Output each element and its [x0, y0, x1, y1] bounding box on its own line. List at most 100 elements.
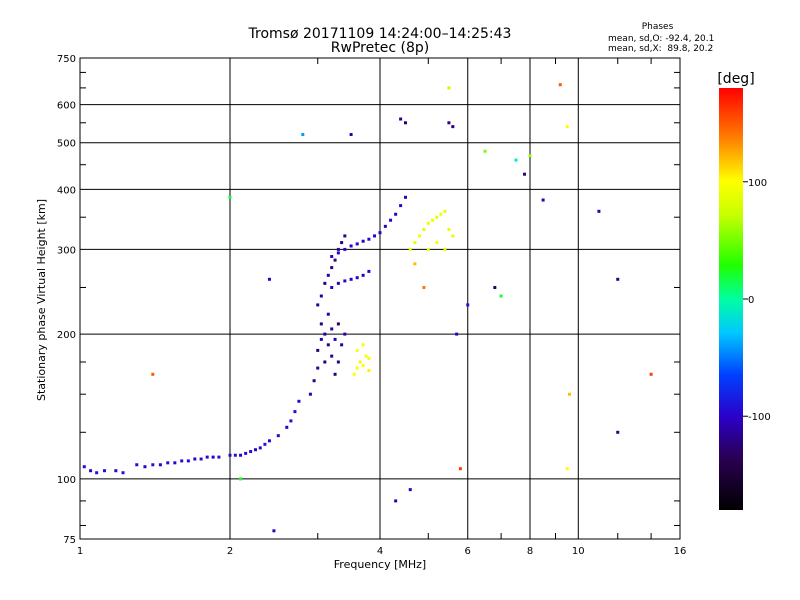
- data-point: [364, 354, 368, 358]
- data-point: [249, 450, 253, 454]
- data-point: [422, 227, 426, 231]
- data-point: [95, 471, 99, 475]
- data-point: [340, 241, 344, 245]
- data-point: [426, 221, 430, 225]
- y-tick-label: 600: [57, 101, 76, 112]
- data-point: [565, 125, 569, 129]
- data-point: [316, 366, 320, 370]
- data-point: [447, 227, 451, 231]
- data-point: [439, 212, 443, 216]
- data-point: [151, 463, 155, 467]
- y-tick-label: 100: [57, 475, 76, 486]
- data-point: [499, 294, 503, 298]
- data-point: [330, 266, 334, 270]
- data-point: [447, 121, 451, 125]
- axes: 1 2 4 6 8 10 16 75 100 200 300 400 500 600 750: [57, 54, 686, 557]
- data-point: [349, 244, 353, 248]
- data-point: [186, 459, 190, 463]
- data-point: [114, 469, 118, 473]
- data-point: [616, 277, 620, 281]
- data-point: [558, 83, 562, 87]
- data-point: [394, 212, 398, 216]
- data-point: [199, 457, 203, 461]
- data-point: [336, 322, 340, 326]
- data-point: [263, 442, 267, 446]
- data-point: [272, 529, 276, 533]
- data-point: [373, 234, 377, 238]
- y-axis-label: Stationary phase Virtual Height [km]: [35, 199, 48, 401]
- data-point: [349, 277, 353, 281]
- data-point: [323, 281, 327, 285]
- data-point: [451, 234, 455, 238]
- data-point: [417, 234, 421, 238]
- data-point: [326, 273, 330, 277]
- chart-subtitle: RwPretec (8p): [330, 40, 430, 56]
- data-point: [301, 133, 305, 137]
- data-point: [567, 392, 571, 396]
- data-point: [293, 410, 297, 414]
- data-point: [597, 209, 601, 213]
- data-point: [336, 251, 340, 255]
- data-point: [361, 273, 365, 277]
- data-point: [308, 392, 312, 396]
- data-point: [403, 195, 407, 199]
- data-point: [343, 332, 347, 336]
- data-point: [319, 337, 323, 341]
- data-point: [151, 372, 155, 376]
- data-point: [289, 419, 293, 423]
- data-point: [355, 366, 359, 370]
- data-point: [143, 465, 147, 469]
- data-point: [355, 276, 359, 280]
- y-tick-label: 75: [63, 535, 76, 546]
- data-point: [455, 332, 459, 336]
- data-point: [367, 369, 371, 373]
- data-point: [323, 332, 327, 336]
- data-point: [367, 356, 371, 360]
- data-point: [367, 237, 371, 241]
- data-point: [367, 269, 371, 273]
- stats-heading: Phases: [641, 22, 674, 32]
- data-point: [253, 448, 257, 452]
- data-point: [413, 262, 417, 266]
- x-tick-label: 1: [77, 546, 83, 557]
- stats-x-mode: mean, sd,X: 89.8, 20.2: [608, 44, 714, 54]
- data-point: [82, 465, 86, 469]
- data-point: [330, 354, 334, 358]
- data-point: [343, 247, 347, 251]
- data-point: [447, 86, 451, 90]
- data-point: [330, 327, 334, 331]
- data-point: [258, 446, 262, 450]
- colorbar: [719, 88, 743, 510]
- data-point: [408, 247, 412, 251]
- data-point: [333, 337, 337, 341]
- data-point: [361, 343, 365, 347]
- data-point: [399, 117, 403, 121]
- data-point: [394, 499, 398, 503]
- x-tick-label: 10: [572, 546, 585, 557]
- x-tick-label: 6: [465, 546, 471, 557]
- data-point: [399, 204, 403, 208]
- data-point: [267, 277, 271, 281]
- data-point: [361, 364, 365, 368]
- data-point: [426, 247, 430, 251]
- colorbar-label: [deg]: [717, 71, 754, 87]
- data-point: [89, 469, 93, 473]
- data-point: [389, 218, 393, 222]
- data-point: [323, 360, 327, 364]
- data-point: [173, 461, 177, 465]
- colorbar-tick-label: 0: [748, 295, 754, 306]
- y-tick-label: 300: [57, 245, 76, 256]
- data-point: [103, 469, 107, 473]
- data-point: [358, 360, 362, 364]
- data-point: [523, 172, 527, 176]
- data-point: [333, 372, 337, 376]
- data-point: [451, 125, 455, 129]
- data-point: [408, 488, 412, 492]
- data-point: [276, 434, 280, 438]
- colorbar-ticks: 100 0 -100: [743, 178, 771, 423]
- data-point: [217, 455, 221, 459]
- data-point: [330, 285, 334, 289]
- x-tick-label: 4: [377, 546, 383, 557]
- y-tick-label: 400: [57, 185, 76, 196]
